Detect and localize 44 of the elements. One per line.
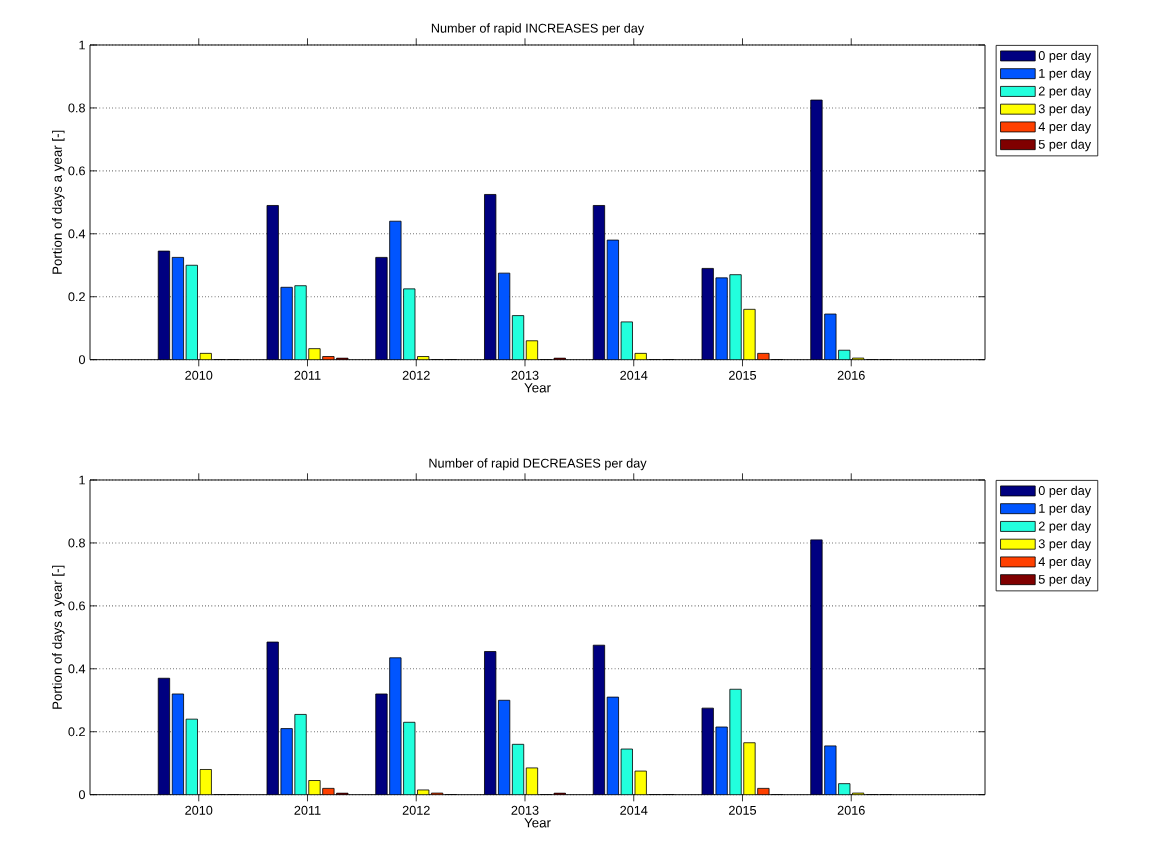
legend-label: 4 per day	[1038, 121, 1092, 134]
x-tick-label: 2012	[402, 805, 430, 815]
chart-title: Number of rapid INCREASES per day	[431, 23, 645, 36]
x-tick-label: 2015	[729, 370, 757, 380]
y-axis-title: Portion of days a year [-]	[52, 565, 65, 709]
x-tick-label: 2016	[837, 805, 865, 815]
x-axis-title: Year	[524, 383, 551, 393]
legend-label: 2 per day	[1038, 86, 1092, 99]
y-tick-label: 0.2	[68, 727, 85, 737]
legend-label: 0 per day	[1038, 50, 1092, 63]
x-tick-label: 2013	[511, 805, 539, 815]
y-tick-label: 0.4	[68, 664, 86, 674]
y-tick-label: 1	[79, 475, 85, 485]
chart-title: Number of rapid DECREASES per day	[429, 458, 647, 471]
legend-label: 5 per day	[1038, 574, 1092, 587]
x-tick-label: 2016	[837, 370, 865, 380]
y-tick-label: 0.6	[68, 166, 85, 176]
x-tick-label: 2013	[511, 370, 539, 380]
x-tick-label: 2015	[729, 805, 757, 815]
legend-label: 5 per day	[1038, 139, 1092, 152]
x-tick-label: 2012	[402, 370, 430, 380]
legend-label: 4 per day	[1038, 556, 1092, 569]
y-tick-label: 0.2	[68, 292, 85, 302]
x-tick-label: 2010	[185, 805, 213, 815]
x-tick-label: 2014	[620, 805, 648, 815]
x-tick-label: 2014	[620, 370, 648, 380]
y-tick-label: 0.8	[68, 538, 85, 548]
legend-label: 1 per day	[1039, 503, 1092, 516]
y-tick-label: 0	[78, 355, 86, 365]
y-tick-label: 0	[78, 790, 86, 800]
y-tick-label: 0.6	[68, 601, 85, 611]
x-axis-title: Year	[524, 818, 551, 828]
legend-label: 3 per day	[1038, 538, 1092, 551]
legend-label: 1 per day	[1039, 68, 1092, 81]
x-tick-label: 2010	[185, 370, 213, 380]
legend-label: 3 per day	[1038, 103, 1092, 116]
y-tick-label: 0.4	[68, 229, 86, 239]
y-tick-label: 1	[79, 40, 85, 50]
x-tick-label: 2011	[294, 805, 321, 815]
y-tick-label: 0.8	[68, 103, 85, 113]
legend-label: 0 per day	[1038, 485, 1092, 498]
x-tick-label: 2011	[294, 370, 321, 380]
legend-label: 2 per day	[1038, 521, 1092, 534]
y-axis-title: Portion of days a year [-]	[52, 130, 65, 274]
